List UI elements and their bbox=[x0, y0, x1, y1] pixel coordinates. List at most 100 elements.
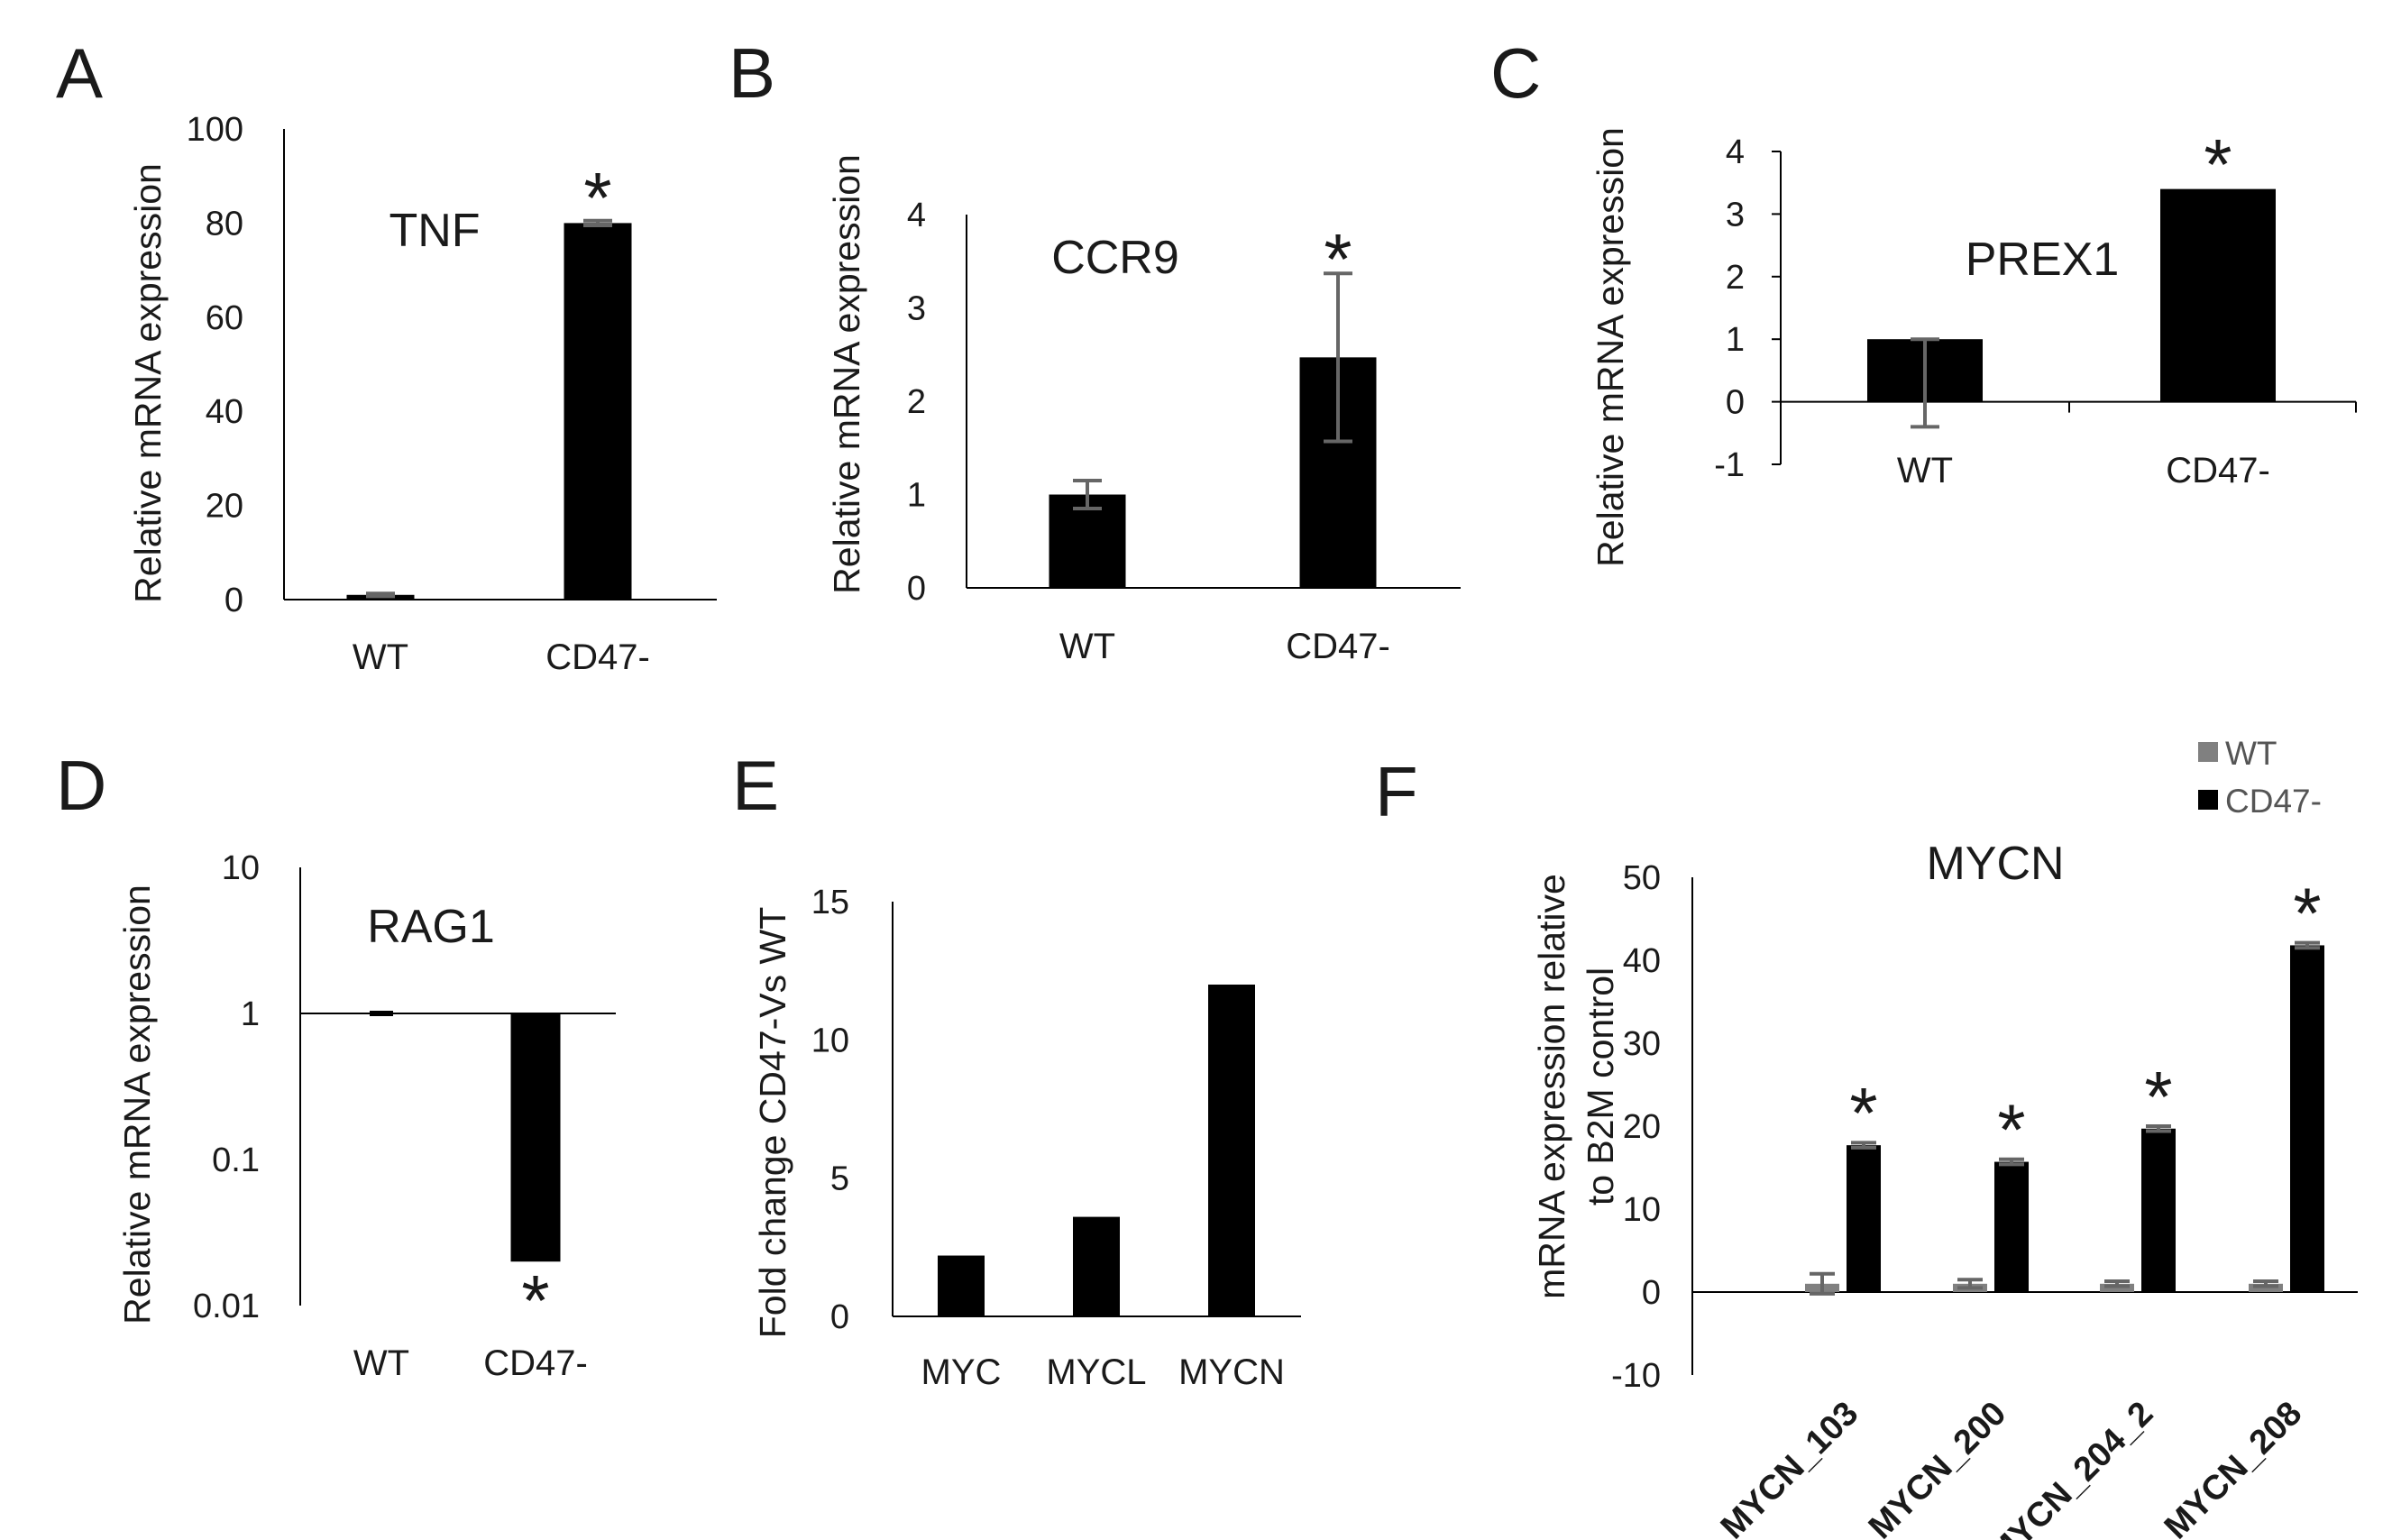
panel-e-ytick-label: 0 bbox=[830, 1298, 849, 1336]
panel-letter-c: C bbox=[1490, 33, 1541, 113]
panel-c-category-label: CD47- bbox=[2166, 451, 2270, 490]
panel-a-ytick-label: 60 bbox=[206, 299, 243, 337]
panel-f-ytick-label: 50 bbox=[1623, 859, 1661, 897]
panel-d-plot: 0.01 0.1 1 10 WT CD47-* bbox=[193, 849, 616, 1383]
panel-e-category-label: MYCN bbox=[1178, 1352, 1285, 1392]
panel-a-ytick-label: 0 bbox=[225, 582, 243, 619]
panel-d: D Relative mRNA expression RAG1 0.01 0.1 1… bbox=[56, 746, 616, 1383]
panel-e-category-label: MYCL bbox=[1046, 1352, 1146, 1392]
panel-d-significance-star: * bbox=[521, 1260, 549, 1341]
panel-b-ytick-label: 1 bbox=[907, 477, 926, 515]
panel-f-ytick-label: 20 bbox=[1623, 1108, 1661, 1146]
panel-f-category-label: MYCN_103 bbox=[1714, 1395, 1866, 1540]
legend-swatch-cd47 bbox=[2198, 790, 2218, 810]
panel-a-ytick-label: 80 bbox=[206, 205, 243, 243]
panel-f-ytick-label: 30 bbox=[1623, 1025, 1661, 1063]
panel-e-bar-mycn bbox=[1208, 985, 1255, 1316]
panel-a-ytick-label: 100 bbox=[187, 111, 243, 149]
legend-label-cd47: CD47- bbox=[2225, 783, 2322, 820]
panel-d-bar-cd47 bbox=[510, 1013, 561, 1262]
panel-d-ytick-label: 10 bbox=[222, 849, 260, 887]
panel-e-ytick-label: 15 bbox=[811, 884, 849, 921]
panel-a-ytick-label: 40 bbox=[206, 393, 243, 431]
panel-f-bar-cd47-mycn_200 bbox=[1994, 1161, 2029, 1292]
panel-b-ytick-label: 2 bbox=[907, 383, 926, 421]
panel-a-bar-cd47 bbox=[564, 223, 632, 600]
panel-a-category-label: CD47- bbox=[545, 637, 650, 677]
panel-f-bar-cd47-mycn_204_2 bbox=[2141, 1128, 2176, 1292]
panel-d-ytick-label: 0.01 bbox=[193, 1288, 260, 1325]
panel-d-bar-wt bbox=[370, 1011, 393, 1016]
panel-f-significance-star: * bbox=[1849, 1073, 1877, 1153]
panel-f: F mRNA expression relative to B2M contro… bbox=[1375, 735, 2358, 1540]
panel-f-bar-cd47-mycn_103 bbox=[1847, 1145, 1881, 1292]
panel-c-ytick-label: 1 bbox=[1726, 321, 1745, 359]
panel-b-ytick-label: 3 bbox=[907, 290, 926, 328]
panel-a: A Relative mRNA expression TNF 0 20 40 60 80… bbox=[56, 33, 717, 677]
panel-b-ytick-label: 0 bbox=[907, 570, 926, 608]
panel-f-ytick-label: 40 bbox=[1623, 942, 1661, 980]
panel-e-plot: 0 5 10 15 MYC MYCL MYCN bbox=[811, 884, 1301, 1392]
panel-d-gene-label: RAG1 bbox=[367, 901, 495, 953]
panel-e: E Fold change CD47-Vs WT 0 5 10 15 MYC MYCL MY… bbox=[732, 746, 1301, 1392]
panel-b-significance-star: * bbox=[1324, 219, 1352, 299]
panel-b-category-label: WT bbox=[1059, 627, 1115, 666]
panel-b-category-label: CD47- bbox=[1286, 627, 1390, 666]
panel-d-category-label: CD47- bbox=[483, 1343, 588, 1383]
panel-e-bar-mycl bbox=[1073, 1216, 1120, 1316]
panel-c-ytick-label: 0 bbox=[1726, 384, 1745, 422]
panel-c-ytick-label: 2 bbox=[1726, 259, 1745, 297]
panel-f-category-label: MYCN_200 bbox=[1862, 1395, 2014, 1540]
panel-e-ylabel: Fold change CD47-Vs WT bbox=[752, 907, 793, 1339]
panel-letter-a: A bbox=[56, 33, 103, 113]
panel-e-category-label: MYC bbox=[921, 1352, 1002, 1392]
panel-c-ytick-label: -1 bbox=[1714, 446, 1745, 484]
panel-e-bar-myc bbox=[938, 1255, 985, 1316]
panel-c-plot: -1 0 1 2 3 4 WT CD47- * bbox=[1714, 124, 2357, 490]
panel-d-category-label: WT bbox=[353, 1343, 409, 1383]
panel-c-bar-cd47 bbox=[2160, 188, 2276, 402]
panel-f-ylabel-line2: to B2M control bbox=[1580, 967, 1621, 1205]
panel-f-title: MYCN bbox=[1926, 838, 2064, 890]
panel-b: B Relative mRNA expression CCR9 0 1 2 3 4 WT C… bbox=[729, 33, 1461, 666]
panel-f-significance-star: * bbox=[1997, 1090, 2025, 1170]
panel-d-ytick-label: 1 bbox=[241, 995, 260, 1033]
panel-f-ylabel-line1: mRNA expression relative bbox=[1531, 874, 1572, 1299]
panel-a-ytick-label: 20 bbox=[206, 488, 243, 526]
panel-letter-f: F bbox=[1375, 752, 1418, 831]
panel-letter-e: E bbox=[732, 746, 779, 825]
panel-a-gene-label: TNF bbox=[389, 205, 480, 257]
panel-f-plot: -10 0 10 20 30 40 50 * MYCN_103 * MYCN_200 * MYCN_20… bbox=[1611, 859, 2358, 1540]
panel-c: C Relative mRNA expression PREX1 -1 0 1 2 3 4… bbox=[1490, 33, 2357, 567]
panel-f-significance-star: * bbox=[2144, 1057, 2172, 1137]
panel-e-ytick-label: 5 bbox=[830, 1160, 849, 1198]
panel-d-ytick-label: 0.1 bbox=[212, 1141, 260, 1179]
panel-b-ylabel: Relative mRNA expression bbox=[826, 154, 867, 594]
panel-letter-d: D bbox=[56, 746, 106, 825]
legend-label-wt: WT bbox=[2225, 735, 2277, 772]
panel-a-category-label: WT bbox=[353, 637, 408, 677]
panel-b-gene-label: CCR9 bbox=[1051, 232, 1179, 284]
panel-c-ylabel: Relative mRNA expression bbox=[1590, 127, 1631, 567]
panel-f-legend: WT CD47- bbox=[2198, 735, 2322, 820]
panel-f-category-label: MYCN_208 bbox=[2158, 1395, 2310, 1540]
panel-c-significance-star: * bbox=[2204, 124, 2232, 205]
panel-b-plot: 0 1 2 3 4 WT CD47- * bbox=[907, 197, 1461, 666]
panel-a-plot: 0 20 40 60 80 100 WT CD47- * bbox=[187, 111, 717, 677]
panel-b-ytick-label: 4 bbox=[907, 197, 926, 234]
panel-f-bar-cd47-mycn_208 bbox=[2290, 945, 2324, 1292]
panel-f-ytick-label: -10 bbox=[1611, 1357, 1661, 1395]
panel-a-significance-star: * bbox=[583, 158, 611, 238]
panel-c-category-label: WT bbox=[1897, 451, 1953, 490]
legend-swatch-wt bbox=[2198, 742, 2218, 762]
panel-c-ytick-label: 3 bbox=[1726, 196, 1745, 234]
panel-f-ytick-label: 0 bbox=[1642, 1274, 1661, 1312]
panel-letter-b: B bbox=[729, 33, 775, 113]
panel-a-ylabel: Relative mRNA expression bbox=[127, 163, 169, 603]
panel-e-ytick-label: 10 bbox=[811, 1022, 849, 1059]
panel-f-ytick-label: 10 bbox=[1623, 1191, 1661, 1229]
panel-f-significance-star: * bbox=[2293, 873, 2321, 953]
panel-d-ylabel: Relative mRNA expression bbox=[116, 885, 158, 1325]
panel-c-gene-label: PREX1 bbox=[1966, 234, 2120, 286]
